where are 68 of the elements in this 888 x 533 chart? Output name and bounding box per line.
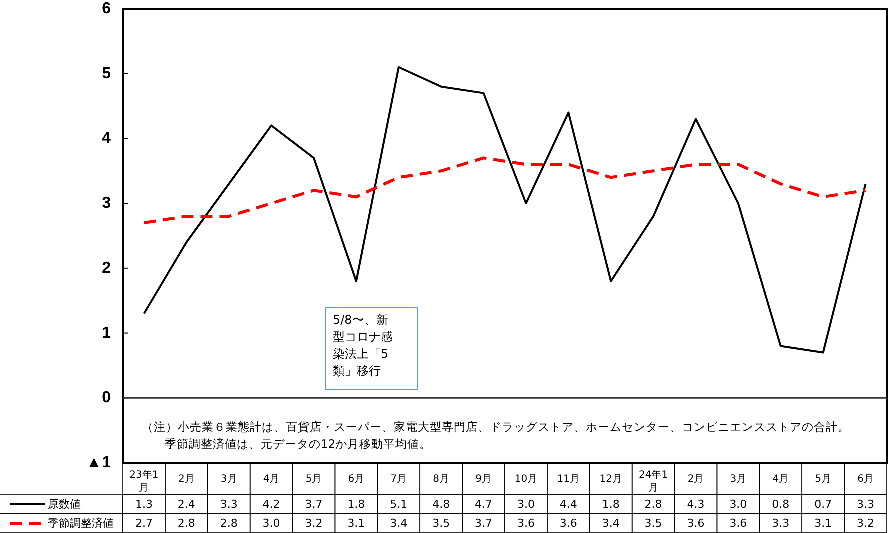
annotation: 5/8〜、新型コロナ感染法上「5類」移行	[333, 312, 394, 380]
data-label: 4.3	[687, 498, 705, 511]
data-label: 1.8	[348, 498, 366, 511]
data-label: 2.8	[644, 498, 662, 511]
data-label: 5.1	[390, 498, 408, 511]
line-series	[142, 156, 868, 225]
data-label: 4.7	[475, 498, 493, 511]
data-label: 3.3	[857, 498, 875, 511]
data-label: 3.6	[730, 517, 748, 530]
x-tick-label: 5月	[815, 474, 832, 484]
data-label: 2.8	[220, 517, 238, 530]
data-label: 2.8	[178, 517, 196, 530]
x-tick-label: 5月	[306, 474, 322, 484]
data-label: 3.5	[432, 517, 450, 530]
data-label: 1.3	[135, 498, 153, 511]
y-tick-label: 5	[102, 65, 112, 82]
data-label: 3.6	[517, 517, 535, 530]
x-tick-label: 3月	[220, 474, 238, 484]
data-label: 3.7	[305, 498, 323, 511]
x-tick-label: 9月	[476, 474, 492, 484]
x-tick-label: 3月	[730, 474, 747, 484]
data-label: 3.3	[772, 517, 790, 530]
data-label: 0.7	[814, 498, 832, 511]
x-tick-label: 6月	[858, 474, 874, 484]
x-tick-label: 6月	[348, 474, 365, 484]
data-label: 3.2	[857, 517, 875, 530]
y-tick-label: 4	[102, 130, 112, 148]
data-label: 3.1	[814, 517, 832, 530]
x-tick-label: 4月	[263, 474, 280, 484]
data-label: 4.4	[560, 498, 578, 511]
data-label: 3.4	[602, 517, 620, 530]
y-tick-label: 1	[102, 324, 112, 342]
data-label: 3.0	[517, 498, 535, 511]
x-tick-label: 7月	[390, 474, 408, 484]
data-label: 3.5	[644, 517, 662, 530]
x-tick-label: 11月	[557, 474, 580, 484]
x-tick-label: 2月	[688, 474, 704, 484]
data-label: 3.7	[475, 517, 493, 530]
data-label: 0.8	[772, 498, 790, 511]
data-label: 3.1	[348, 517, 366, 530]
x-tick-label: 4月	[772, 474, 790, 484]
data-label: 4.8	[432, 498, 450, 511]
x-tick-label: 12月	[600, 474, 622, 484]
y-tick-label: 2	[102, 260, 112, 277]
data-label: 3.4	[390, 517, 408, 530]
annotation: （注）小売業６業態計は、百貨店・スーパー、家電大型専門店、ドラッグストア、ホームセンター、コンビニエンスストアの合計。	[142, 420, 850, 434]
x-tick-label: 24年1月	[639, 468, 668, 494]
data-label: 3.0	[262, 517, 280, 530]
data-label: 4.2	[262, 498, 280, 511]
legend-label: 原数値	[48, 498, 81, 511]
x-tick-label: 10月	[514, 474, 538, 484]
x-tick-label: 8月	[433, 474, 450, 484]
x-tick-label: 2月	[178, 474, 195, 484]
data-label: 3.3	[220, 498, 238, 511]
data-label: 2.4	[178, 498, 196, 511]
data-label: 1.8	[602, 498, 620, 511]
x-tick-label: 23年1月	[130, 468, 159, 494]
y-tick-label: ▲1	[86, 454, 112, 472]
annotation: 季節調整済値は、元データの12か月移動平均値。	[165, 437, 432, 451]
y-tick-label: 0	[102, 390, 112, 407]
data-label: 3.2	[305, 517, 323, 530]
y-tick-label: 6	[102, 0, 112, 18]
y-tick-label: 3	[102, 195, 112, 212]
legend-label: 季節調整済値	[48, 517, 114, 530]
data-label: 2.7	[135, 517, 153, 530]
data-label: 3.6	[560, 517, 578, 530]
data-label: 3.0	[730, 498, 748, 511]
data-label: 3.6	[687, 517, 705, 530]
